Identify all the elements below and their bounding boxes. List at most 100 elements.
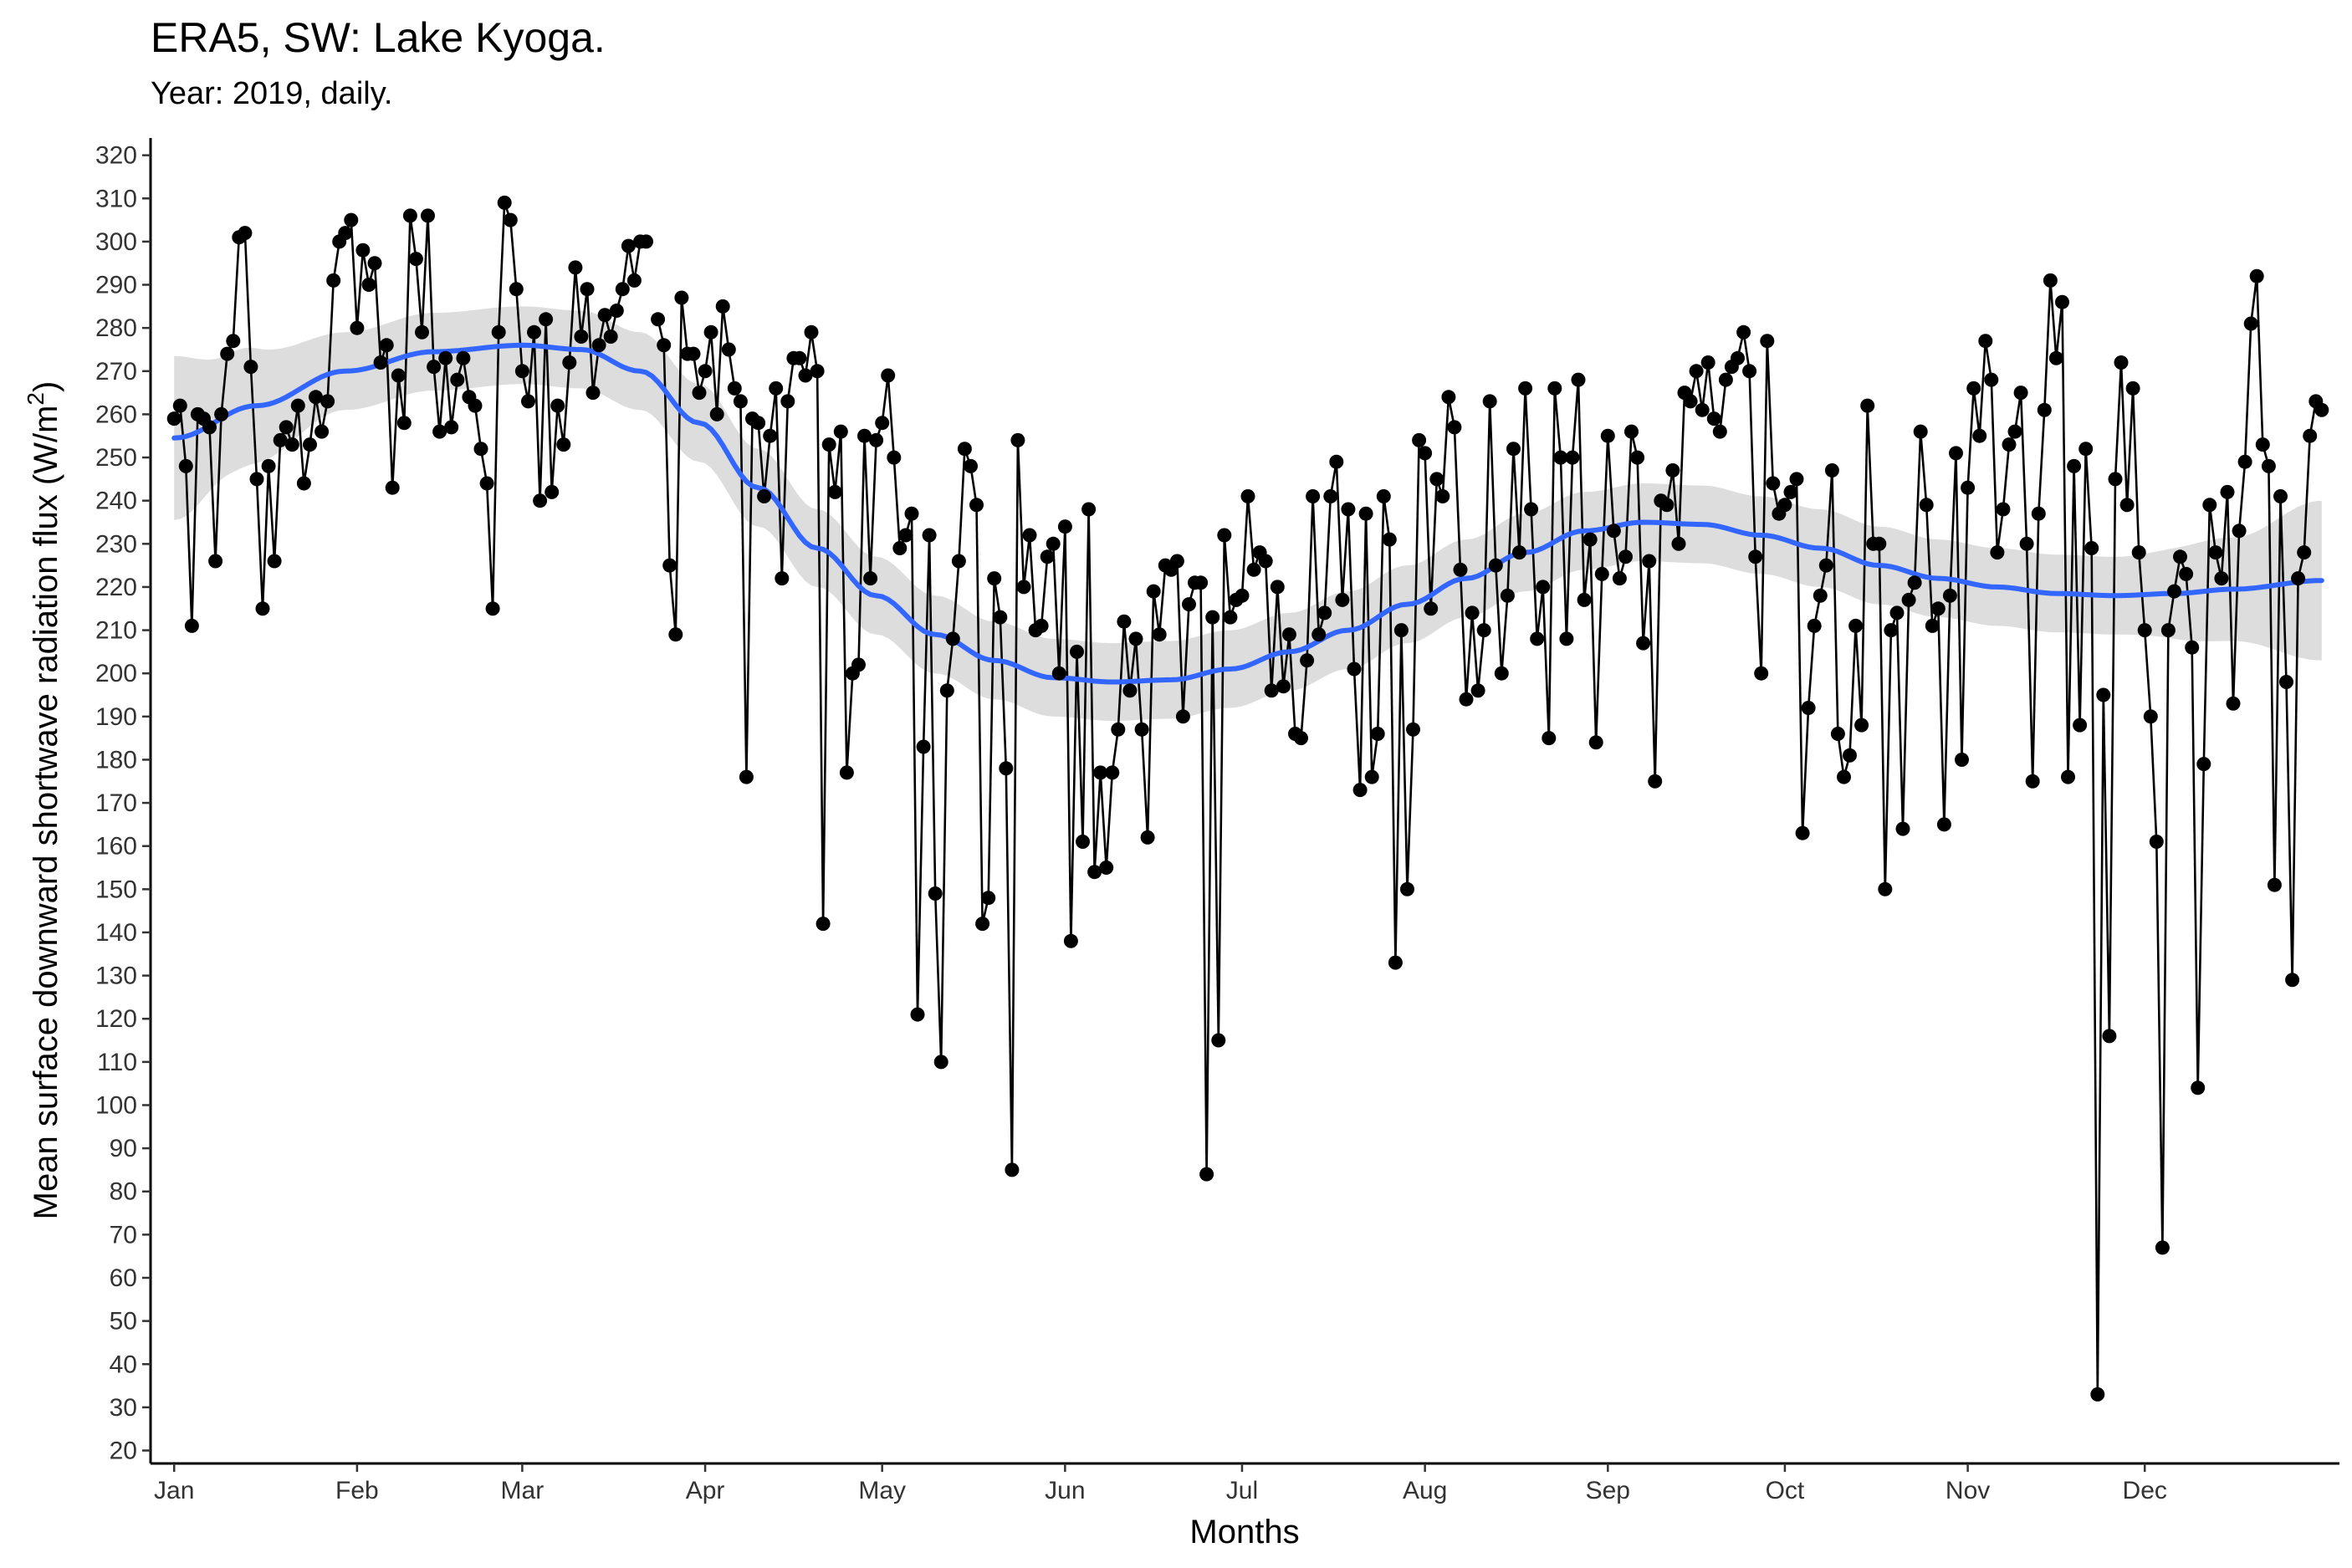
x-tick-label: Oct <box>1766 1477 1805 1504</box>
data-point <box>1984 372 1999 387</box>
data-point <box>1889 605 1905 621</box>
y-tick-label: 320 <box>95 142 137 170</box>
data-point <box>1099 861 1114 875</box>
data-point <box>1966 381 1981 396</box>
data-point <box>987 571 1002 586</box>
data-point <box>1070 644 1084 659</box>
data-point <box>2067 458 2082 473</box>
data-point <box>1005 1162 1020 1177</box>
data-point <box>1465 605 1480 621</box>
data-point <box>609 304 624 318</box>
data-point <box>1665 463 1680 478</box>
data-point <box>1571 372 1586 387</box>
data-point <box>1488 558 1503 573</box>
data-point <box>2155 1240 2170 1255</box>
data-point <box>1731 350 1745 365</box>
data-point <box>178 458 193 473</box>
data-point <box>479 476 494 491</box>
data-point <box>2114 355 2129 370</box>
data-point <box>545 484 560 499</box>
data-point <box>727 381 742 396</box>
data-point <box>2102 1029 2117 1044</box>
data-point <box>1199 1167 1214 1182</box>
data-point <box>1907 575 1922 590</box>
data-point <box>1406 722 1420 737</box>
data-point <box>2084 541 2099 555</box>
data-point <box>1400 881 1414 896</box>
data-point <box>804 324 819 340</box>
data-point <box>1317 605 1332 621</box>
data-point <box>922 528 937 543</box>
x-tick-label: Dec <box>2123 1477 2167 1504</box>
data-point <box>1076 835 1090 849</box>
data-point <box>1040 549 1055 564</box>
data-point <box>1057 519 1072 534</box>
data-point <box>355 243 371 258</box>
data-point <box>238 226 253 241</box>
data-point <box>402 208 417 223</box>
data-point <box>792 350 807 365</box>
x-tick-label: Jun <box>1045 1477 1085 1504</box>
data-point <box>2220 484 2235 499</box>
data-point <box>1530 631 1545 646</box>
data-point <box>833 424 848 439</box>
data-point <box>1382 532 1397 547</box>
data-point <box>603 329 618 344</box>
data-point <box>514 364 529 379</box>
data-point <box>1034 618 1049 633</box>
data-point <box>1412 432 1427 447</box>
y-tick-label: 60 <box>110 1264 137 1292</box>
data-point <box>1872 536 1887 551</box>
data-point <box>1418 446 1433 461</box>
data-point <box>851 657 866 672</box>
y-tick-label: 230 <box>95 530 137 558</box>
data-point <box>1476 623 1491 638</box>
y-tick-label: 260 <box>95 401 137 428</box>
x-axis-ticks: Jan Feb Mar Apr May Jun Jul Aug Sep Oct Nov Dec <box>154 1463 2167 1504</box>
y-tick-label: 90 <box>110 1135 137 1162</box>
data-point <box>1624 424 1639 439</box>
data-point <box>1352 783 1368 798</box>
data-point <box>2055 294 2069 309</box>
data-point <box>2285 973 2300 988</box>
data-point <box>1128 631 1143 646</box>
data-point <box>769 381 784 396</box>
data-point <box>1524 502 1539 517</box>
data-point <box>1706 411 1721 426</box>
data-point <box>757 489 772 503</box>
data-point <box>1376 489 1391 503</box>
data-point <box>309 390 323 405</box>
data-point <box>1169 554 1184 569</box>
data-point <box>261 458 276 473</box>
data-point <box>2243 316 2258 331</box>
data-point <box>226 334 241 349</box>
data-point <box>1553 450 1568 465</box>
data-point <box>1194 575 1209 590</box>
data-point <box>698 364 713 379</box>
data-point <box>1311 627 1327 642</box>
data-point <box>621 238 636 253</box>
data-point <box>1736 324 1751 340</box>
data-point <box>550 398 565 413</box>
data-point <box>1388 955 1403 970</box>
y-tick-label: 120 <box>95 1005 137 1033</box>
data-point <box>1134 722 1149 737</box>
data-point <box>657 338 672 353</box>
data-point <box>1949 446 1963 461</box>
data-point <box>1281 627 1296 642</box>
data-point <box>1824 463 1839 478</box>
data-point <box>2131 545 2146 560</box>
data-point <box>1506 442 1521 457</box>
y-axis-title-close: ) <box>28 381 64 392</box>
data-point <box>1972 428 1987 443</box>
data-point <box>361 278 376 292</box>
y-tick-label: 290 <box>95 272 137 299</box>
data-point <box>2273 489 2288 503</box>
data-point <box>350 320 365 335</box>
data-point <box>1347 661 1362 677</box>
data-point <box>1152 627 1167 642</box>
data-point <box>969 498 984 513</box>
data-point <box>1618 549 1633 564</box>
data-point <box>1818 558 1833 573</box>
